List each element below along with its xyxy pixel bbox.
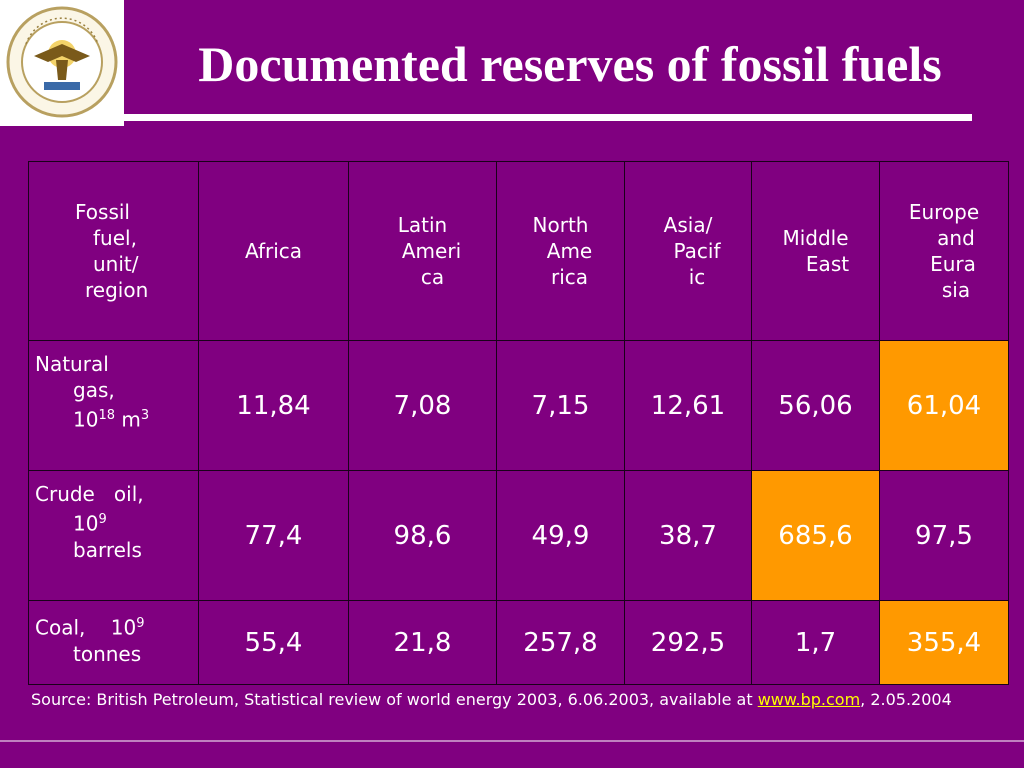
table-row: Coal, 109 tonnes 55,4 21,8 257,8 292,5 1… (28, 600, 1009, 685)
cell-value: 21,8 (348, 600, 497, 685)
cell-value: 11,84 (198, 340, 349, 471)
header-asia-pacific-line: Pacif (673, 239, 721, 263)
header-europe-eurasia-line: and (937, 226, 975, 250)
unit-base: Coal, 10 (35, 615, 137, 640)
header-north-america-line: rica (550, 265, 589, 289)
header-corner-line: fuel, (93, 226, 137, 250)
cell-value: 97,5 (879, 470, 1009, 601)
header-corner: Fossil fuel, unit/ region (28, 161, 199, 341)
row-label-line: Crude oil, (35, 482, 144, 506)
cell-value-highlighted: 61,04 (879, 340, 1009, 471)
row-label-crude-oil: Crude oil, 109 barrels (28, 470, 199, 601)
cell-value: 1,7 (751, 600, 880, 685)
header-asia-pacific-line: Asia/ (663, 213, 713, 237)
table-header-row: Fossil fuel, unit/ region Africa Latin A… (28, 161, 1009, 341)
unit-base: 10 (73, 407, 99, 432)
source-date: , 2.05.2004 (860, 690, 952, 709)
cell-value-highlighted: 685,6 (751, 470, 880, 601)
header-corner-line: region (85, 278, 149, 302)
row-label-coal: Coal, 109 tonnes (28, 600, 199, 685)
cell-value: 56,06 (751, 340, 880, 471)
header-europe-eurasia-line: Eura (930, 252, 976, 276)
cell-value: 98,6 (348, 470, 497, 601)
cell-value: 7,15 (496, 340, 625, 471)
row-label-line: tonnes (73, 641, 142, 666)
logo-underline (0, 123, 124, 126)
row-label-line: barrels (73, 537, 142, 562)
cell-value: 12,61 (624, 340, 752, 471)
slide-title: Documented reserves of fossil fuels (198, 36, 942, 92)
source-note: Source: British Petroleum, Statistical r… (31, 689, 1001, 710)
source-text: Source: British Petroleum, Statistical r… (31, 690, 758, 709)
header-latin-america: Latin Ameri ca (348, 161, 497, 341)
header-africa: Africa (198, 161, 349, 341)
header-latin-america-line: Latin (397, 213, 448, 237)
header-north-america-line: North (532, 213, 589, 237)
unit-exponent: 3 (140, 408, 150, 423)
cell-value: 257,8 (496, 600, 625, 685)
row-label-line: 1018 m3 (35, 403, 192, 433)
header-latin-america-line: Ameri (401, 239, 462, 263)
header-africa-line: Africa (244, 239, 303, 263)
header-europe-eurasia-line: Europe (908, 200, 980, 224)
header-middle-east: Middle East (751, 161, 880, 341)
header-north-america: North Ame rica (496, 161, 625, 341)
row-label-line: 109 (35, 507, 192, 537)
cell-value: 55,4 (198, 600, 349, 685)
footer-divider (0, 740, 1024, 742)
unit-name: m (115, 407, 141, 432)
header-latin-america-line: ca (420, 265, 445, 289)
unit-base: 10 (73, 511, 99, 536)
university-logo (0, 0, 124, 124)
header-europe-eurasia-line: sia (941, 278, 971, 302)
cell-value-highlighted: 355,4 (879, 600, 1009, 685)
header-middle-east-line: Middle (782, 226, 849, 250)
cell-value: 49,9 (496, 470, 625, 601)
header-asia-pacific: Asia/ Pacif ic (624, 161, 752, 341)
reserves-table: Fossil fuel, unit/ region Africa Latin A… (28, 161, 1009, 685)
header-europe-eurasia: Europe and Eura sia (879, 161, 1009, 341)
table-row: Natural gas, 1018 m3 11,84 7,08 7,15 12,… (28, 340, 1009, 471)
cell-value: 292,5 (624, 600, 752, 685)
row-label-line: gas, (73, 378, 115, 402)
header-corner-line: unit/ (93, 252, 139, 276)
row-label-natural-gas: Natural gas, 1018 m3 (28, 340, 199, 471)
cell-value: 77,4 (198, 470, 349, 601)
header-north-america-line: Ame (546, 239, 593, 263)
row-label-line: Coal, 109 (35, 611, 192, 641)
cell-value: 38,7 (624, 470, 752, 601)
unit-exponent: 9 (136, 616, 145, 631)
unit-exponent: 9 (98, 512, 107, 527)
table-row: Crude oil, 109 barrels 77,4 98,6 49,9 38… (28, 470, 1009, 601)
header-asia-pacific-line: ic (688, 265, 706, 289)
unit-exponent: 18 (98, 408, 115, 423)
cell-value: 7,08 (348, 340, 497, 471)
row-label-line: Natural (35, 352, 109, 376)
title-underline (124, 114, 972, 121)
header-middle-east-line: East (805, 252, 850, 276)
header-corner-line: Fossil (75, 200, 130, 224)
university-seal-icon (6, 6, 118, 118)
source-link[interactable]: www.bp.com (757, 690, 861, 709)
